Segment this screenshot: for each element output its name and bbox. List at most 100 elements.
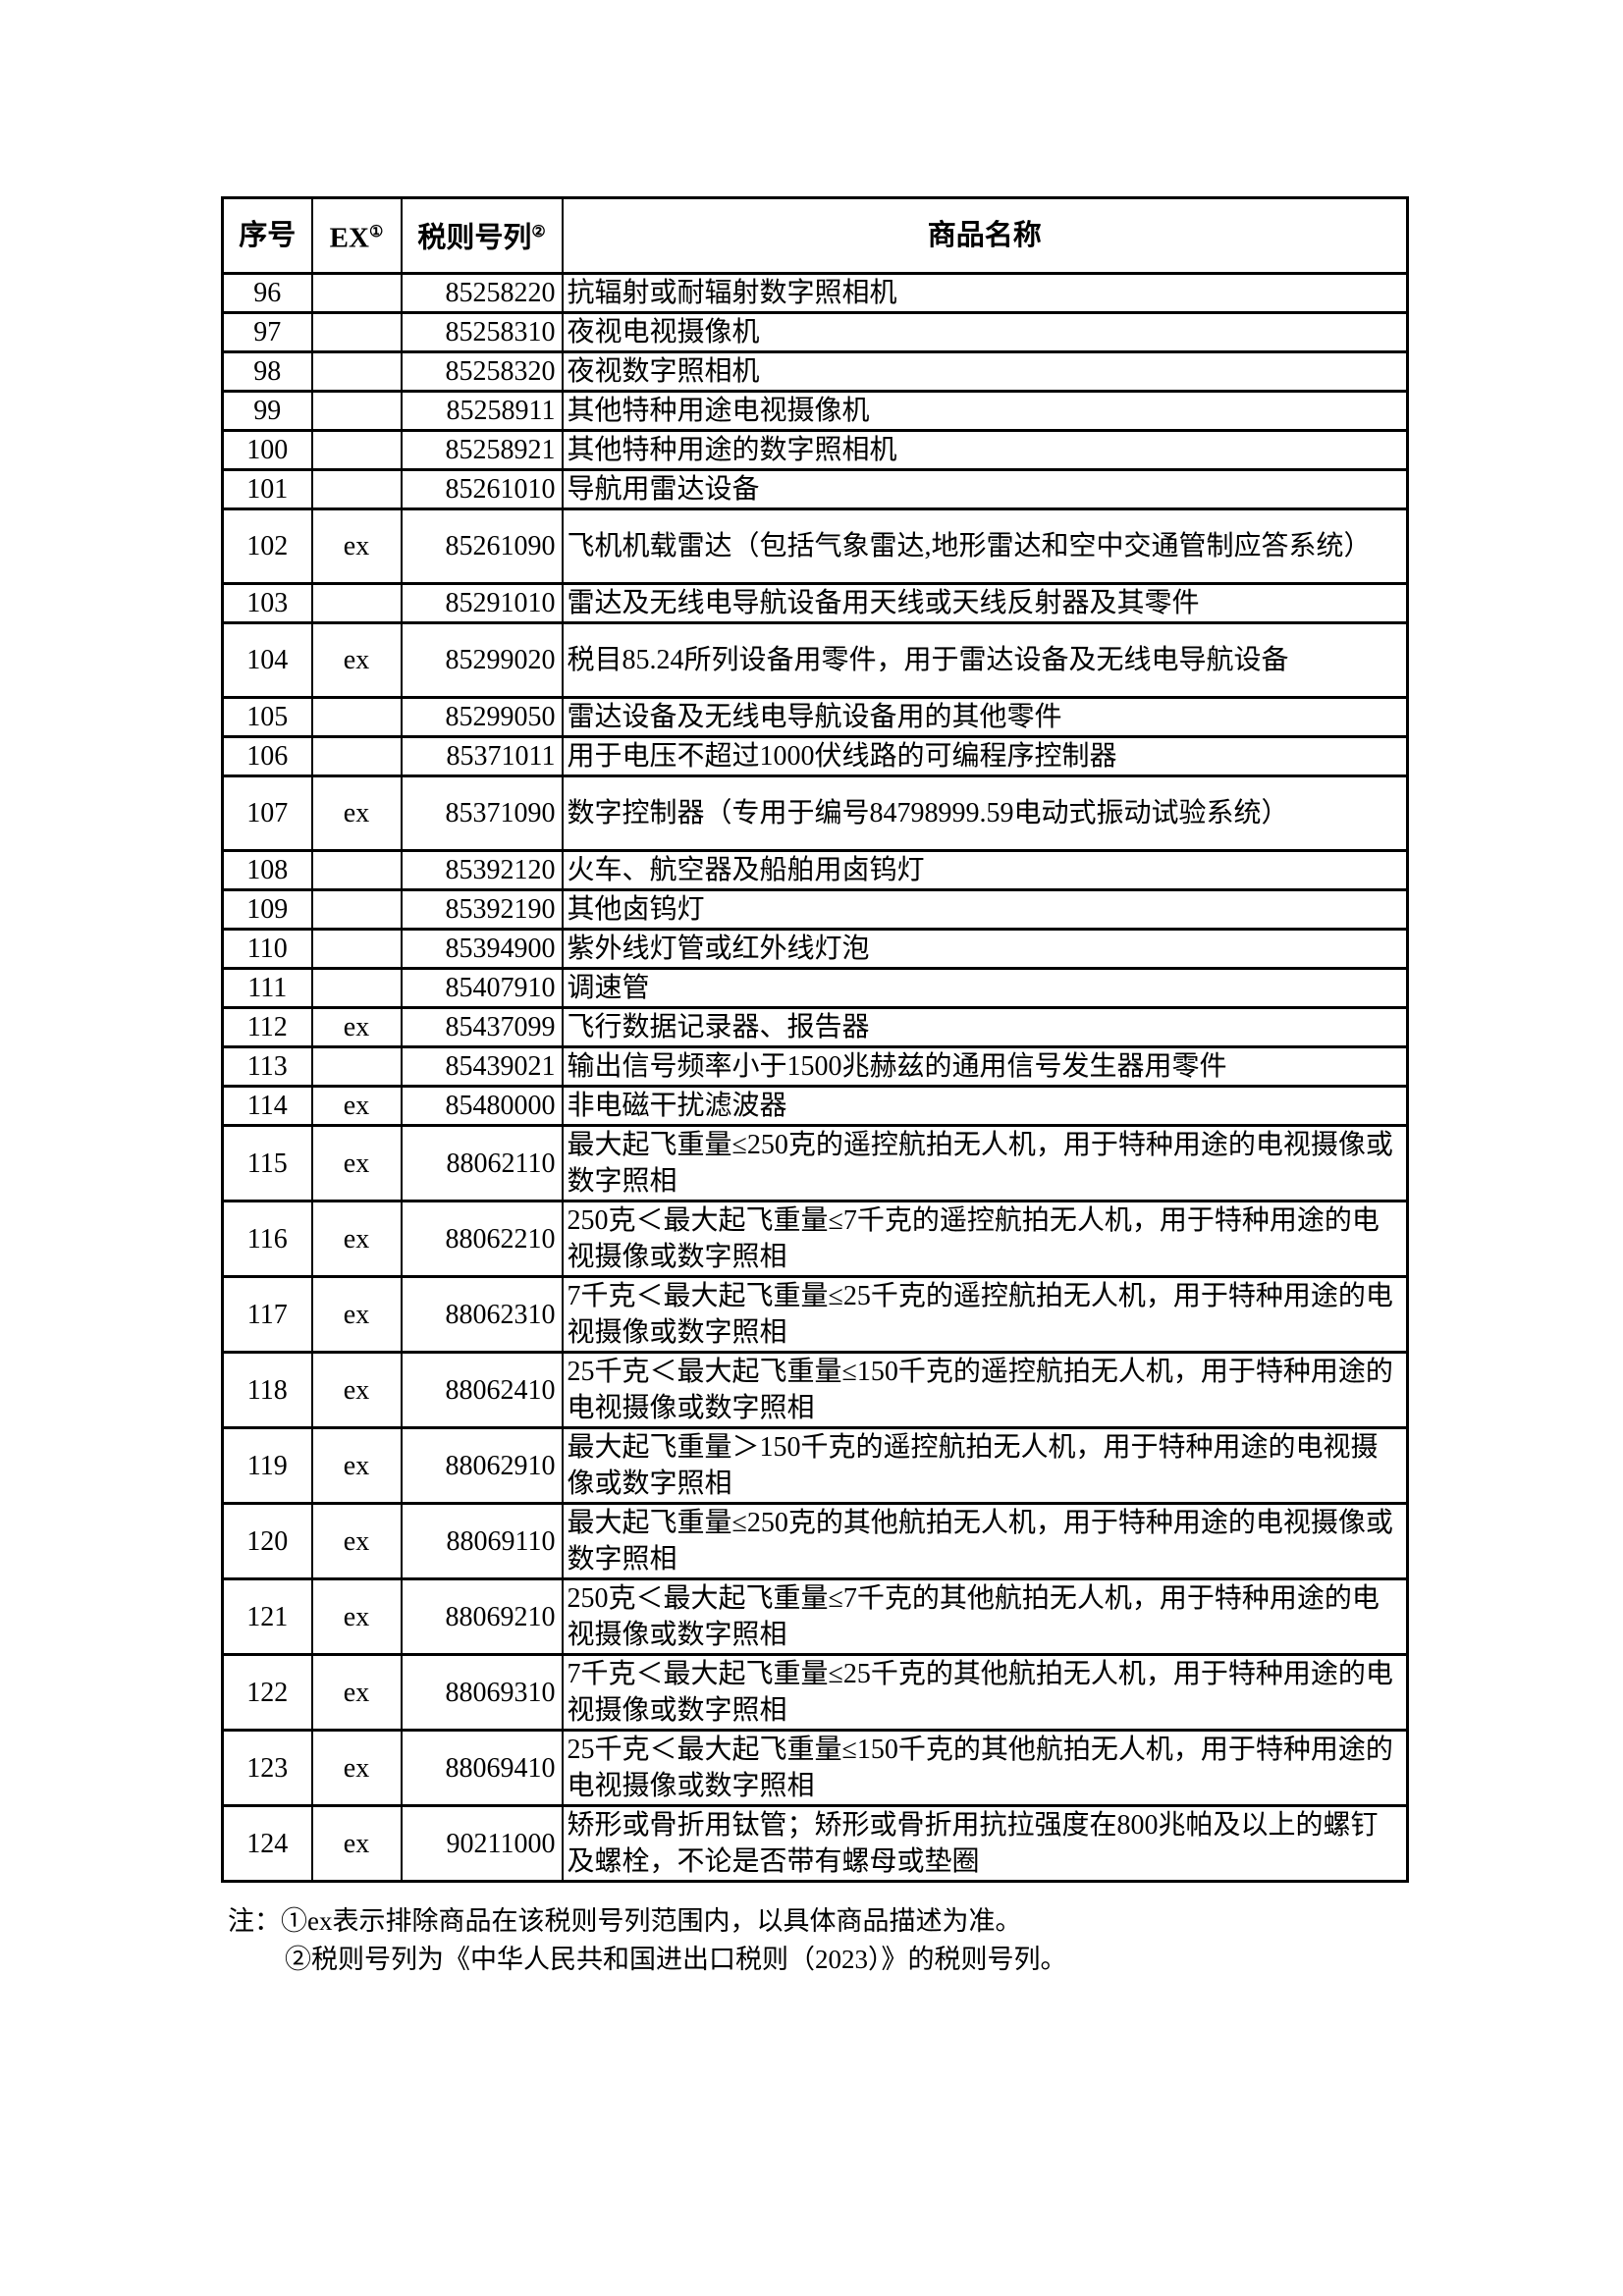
cell-serial-no: 107 <box>221 774 313 852</box>
cell-product-name: 250克＜最大起飞重量≤7千克的遥控航拍无人机，用于特种用途的电视摄像或数字照相 <box>561 1200 1409 1278</box>
cell-serial-no: 98 <box>221 350 313 393</box>
table-row: 108 85392120 火车、航空器及船舶用卤钨灯 <box>221 849 1409 891</box>
cell-ex: ex <box>310 1577 403 1656</box>
table-row: 111 85407910 调速管 <box>221 967 1409 1009</box>
cell-ex <box>310 1045 403 1088</box>
cell-serial-no: 116 <box>221 1200 313 1278</box>
cell-serial-no: 120 <box>221 1502 313 1580</box>
cell-product-name: 紫外线灯管或红外线灯泡 <box>561 928 1409 970</box>
table-row: 96 85258220 抗辐射或耐辐射数字照相机 <box>221 272 1409 314</box>
table-row: 114 ex 85480000 非电磁干扰滤波器 <box>221 1085 1409 1127</box>
cell-ex <box>310 272 403 314</box>
cell-product-name: 导航用雷达设备 <box>561 468 1409 510</box>
cell-ex: ex <box>310 621 403 699</box>
cell-serial-no: 111 <box>221 967 313 1009</box>
cell-tariff-code: 85258310 <box>400 311 564 353</box>
cell-serial-no: 121 <box>221 1577 313 1656</box>
cell-serial-no: 99 <box>221 390 313 432</box>
cell-serial-no: 102 <box>221 507 313 585</box>
cell-product-name: 矫形或骨折用钛管；矫形或骨折用抗拉强度在800兆帕及以上的螺钉及螺栓，不论是否带… <box>561 1804 1409 1883</box>
cell-product-name: 数字控制器（专用于编号84798999.59电动式振动试验系统） <box>561 774 1409 852</box>
cell-serial-no: 119 <box>221 1426 313 1505</box>
cell-ex: ex <box>310 1085 403 1127</box>
cell-tariff-code: 88062110 <box>400 1124 564 1202</box>
cell-ex <box>310 350 403 393</box>
table-row: 119 ex 88062910 最大起飞重量＞150千克的遥控航拍无人机，用于特种用途… <box>221 1426 1409 1505</box>
cell-ex <box>310 696 403 738</box>
cell-ex <box>310 888 403 931</box>
cell-ex <box>310 967 403 1009</box>
cell-product-name: 火车、航空器及船舶用卤钨灯 <box>561 849 1409 891</box>
cell-product-name: 其他特种用途电视摄像机 <box>561 390 1409 432</box>
cell-serial-no: 106 <box>221 735 313 777</box>
cell-serial-no: 109 <box>221 888 313 931</box>
cell-serial-no: 114 <box>221 1085 313 1127</box>
header-serial-no: 序号 <box>221 196 313 275</box>
table-row: 105 85299050 雷达设备及无线电导航设备用的其他零件 <box>221 696 1409 738</box>
cell-product-name: 最大起飞重量≤250克的遥控航拍无人机，用于特种用途的电视摄像或数字照相 <box>561 1124 1409 1202</box>
cell-serial-no: 103 <box>221 582 313 624</box>
header-product-name-text: 商品名称 <box>927 219 1042 251</box>
cell-tariff-code: 85299050 <box>400 696 564 738</box>
table-row: 110 85394900 紫外线灯管或红外线灯泡 <box>221 928 1409 970</box>
cell-tariff-code: 88069110 <box>400 1502 564 1580</box>
cell-serial-no: 124 <box>221 1804 313 1883</box>
cell-product-name: 抗辐射或耐辐射数字照相机 <box>561 272 1409 314</box>
cell-serial-no: 97 <box>221 311 313 353</box>
cell-tariff-code: 88062310 <box>400 1275 564 1354</box>
cell-ex: ex <box>310 774 403 852</box>
table-row: 106 85371011 用于电压不超过1000伏线路的可编程序控制器 <box>221 735 1409 777</box>
cell-ex <box>310 390 403 432</box>
cell-serial-no: 113 <box>221 1045 313 1088</box>
footnotes: 注：①ex表示排除商品在该税则号列范围内，以具体商品描述为准。 ②税则号列为《中… <box>221 1902 1409 1979</box>
cell-serial-no: 123 <box>221 1729 313 1807</box>
cell-product-name: 夜视电视摄像机 <box>561 311 1409 353</box>
cell-tariff-code: 85392190 <box>400 888 564 931</box>
table-row: 124 ex 90211000 矫形或骨折用钛管；矫形或骨折用抗拉强度在800兆帕及以… <box>221 1804 1409 1883</box>
cell-tariff-code: 85291010 <box>400 582 564 624</box>
cell-product-name: 用于电压不超过1000伏线路的可编程序控制器 <box>561 735 1409 777</box>
cell-product-name: 其他卤钨灯 <box>561 888 1409 931</box>
table-row: 107 ex 85371090 数字控制器（专用于编号84798999.59电动式振动… <box>221 774 1409 852</box>
header-ex-footnote-mark: ① <box>368 224 384 241</box>
cell-serial-no: 104 <box>221 621 313 699</box>
table-row: 117 ex 88062310 7千克＜最大起飞重量≤25千克的遥控航拍无人机，用于特… <box>221 1275 1409 1354</box>
table-row: 101 85261010 导航用雷达设备 <box>221 468 1409 510</box>
cell-product-name: 最大起飞重量≤250克的其他航拍无人机，用于特种用途的电视摄像或数字照相 <box>561 1502 1409 1580</box>
table-row: 121 ex 88069210 250克＜最大起飞重量≤7千克的其他航拍无人机，用于特… <box>221 1577 1409 1656</box>
table-row: 104 ex 85299020 税目85.24所列设备用零件，用于雷达设备及无线电导航… <box>221 621 1409 699</box>
table-header-row: 序号 EX① 税则号列② 商品名称 <box>221 196 1409 275</box>
cell-product-name: 非电磁干扰滤波器 <box>561 1085 1409 1127</box>
cell-ex: ex <box>310 1804 403 1883</box>
cell-tariff-code: 88062410 <box>400 1351 564 1429</box>
cell-serial-no: 105 <box>221 696 313 738</box>
table-row: 103 85291010 雷达及无线电导航设备用天线或天线反射器及其零件 <box>221 582 1409 624</box>
cell-tariff-code: 85407910 <box>400 967 564 1009</box>
cell-ex: ex <box>310 1006 403 1048</box>
table-row: 115 ex 88062110 最大起飞重量≤250克的遥控航拍无人机，用于特种用途的… <box>221 1124 1409 1202</box>
cell-ex: ex <box>310 1653 403 1732</box>
cell-product-name: 250克＜最大起飞重量≤7千克的其他航拍无人机，用于特种用途的电视摄像或数字照相 <box>561 1577 1409 1656</box>
footnote-2: ②税则号列为《中华人民共和国进出口税则（2023）》的税则号列。 <box>285 1945 1067 1974</box>
document-page: 序号 EX① 税则号列② 商品名称 96 85258220 抗辐射或耐辐射数字照相机… <box>221 196 1409 1979</box>
cell-ex <box>310 849 403 891</box>
cell-tariff-code: 85392120 <box>400 849 564 891</box>
cell-ex: ex <box>310 1426 403 1505</box>
cell-serial-no: 108 <box>221 849 313 891</box>
cell-product-name: 最大起飞重量＞150千克的遥控航拍无人机，用于特种用途的电视摄像或数字照相 <box>561 1426 1409 1505</box>
cell-serial-no: 115 <box>221 1124 313 1202</box>
cell-serial-no: 117 <box>221 1275 313 1354</box>
cell-tariff-code: 88062210 <box>400 1200 564 1278</box>
cell-tariff-code: 85480000 <box>400 1085 564 1127</box>
cell-product-name: 夜视数字照相机 <box>561 350 1409 393</box>
table-row: 123 ex 88069410 25千克＜最大起飞重量≤150千克的其他航拍无人机，用… <box>221 1729 1409 1807</box>
table-row: 100 85258921 其他特种用途的数字照相机 <box>221 429 1409 471</box>
cell-product-name: 输出信号频率小于1500兆赫兹的通用信号发生器用零件 <box>561 1045 1409 1088</box>
footnote-1: 注：①ex表示排除商品在该税则号列范围内，以具体商品描述为准。 <box>228 1906 1022 1936</box>
cell-product-name: 7千克＜最大起飞重量≤25千克的遥控航拍无人机，用于特种用途的电视摄像或数字照相 <box>561 1275 1409 1354</box>
cell-serial-no: 101 <box>221 468 313 510</box>
table-row: 112 ex 85437099 飞行数据记录器、报告器 <box>221 1006 1409 1048</box>
cell-ex <box>310 468 403 510</box>
table-row: 122 ex 88069310 7千克＜最大起飞重量≤25千克的其他航拍无人机，用于特… <box>221 1653 1409 1732</box>
cell-product-name: 7千克＜最大起飞重量≤25千克的其他航拍无人机，用于特种用途的电视摄像或数字照相 <box>561 1653 1409 1732</box>
